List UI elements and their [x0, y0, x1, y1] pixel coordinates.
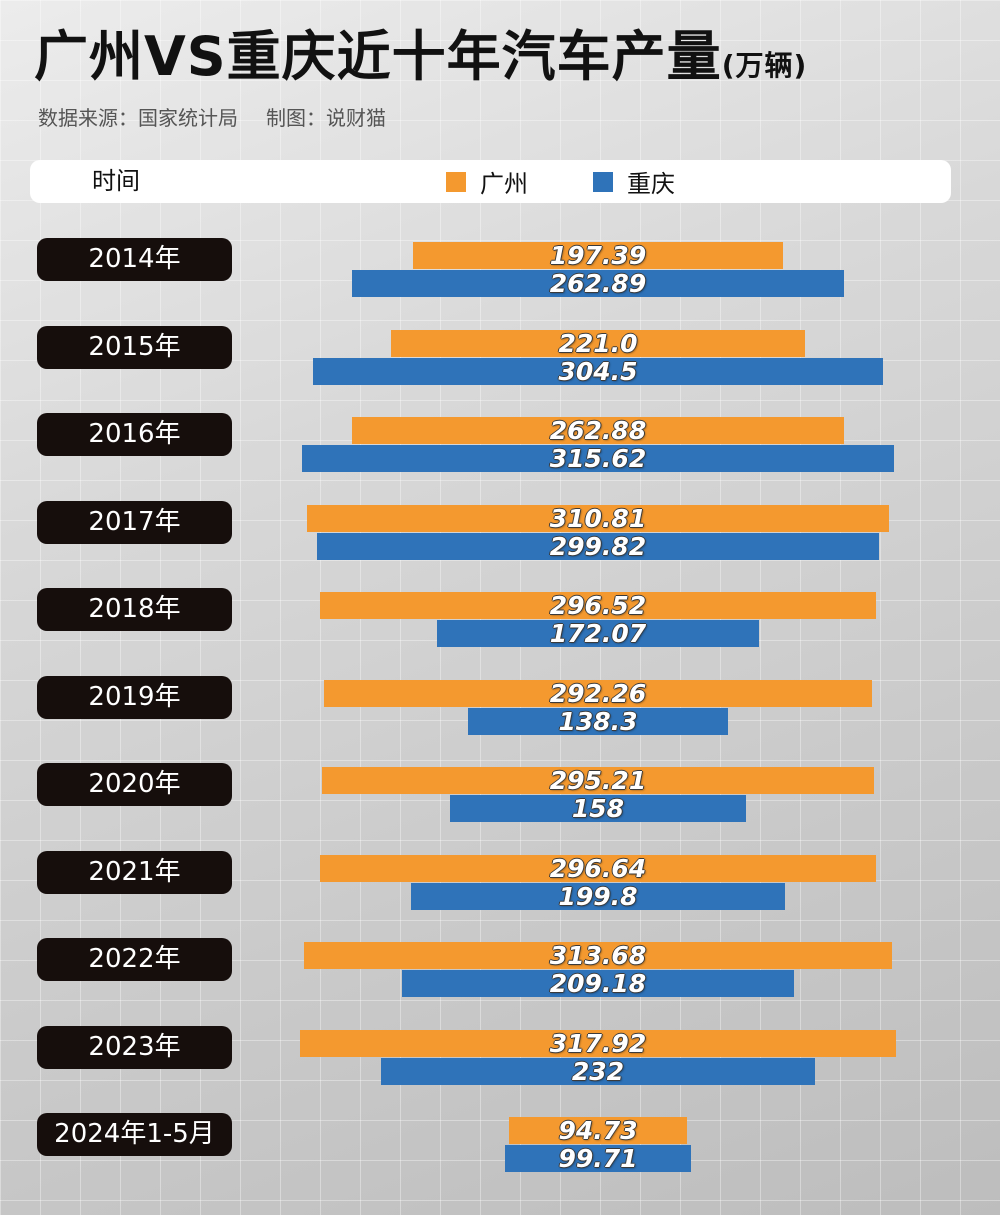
- data-label: 94.73: [558, 1116, 638, 1145]
- chart-subtitle: 数据来源：国家统计局 制图：说财猫: [38, 102, 386, 131]
- bar-chongqing: 315.62: [302, 444, 894, 473]
- data-label: 296.64: [549, 854, 647, 883]
- data-label: 262.88: [549, 416, 647, 445]
- chart-title: 广州VS重庆近十年汽车产量(万辆): [34, 22, 807, 101]
- bar-chongqing: 232: [380, 1057, 816, 1086]
- year-label: 2014年: [37, 238, 232, 281]
- bar-guangzhou: 310.81: [306, 504, 890, 533]
- bar-chongqing: 209.18: [402, 970, 794, 997]
- data-label: 221.0: [558, 329, 638, 358]
- year-label: 2019年: [37, 676, 232, 719]
- bar-chongqing: 138.3: [468, 707, 728, 736]
- data-label: 199.8: [558, 882, 638, 911]
- bar-chongqing: 262.89: [351, 269, 845, 298]
- chart-credit: 制图：说财猫: [266, 106, 386, 130]
- data-label: 310.81: [549, 504, 647, 533]
- data-label: 315.62: [549, 444, 647, 473]
- chart-title-text: 广州VS重庆近十年汽车产量: [34, 25, 722, 88]
- bar-chongqing: 299.82: [317, 533, 879, 560]
- data-label: 299.82: [549, 532, 647, 561]
- bar-chongqing: 99.71: [504, 1144, 692, 1173]
- legend-label-chongqing: 重庆: [627, 170, 675, 198]
- data-label: 292.26: [549, 679, 647, 708]
- bar-guangzhou: 94.73: [509, 1116, 687, 1145]
- bar-guangzhou: 197.39: [413, 242, 783, 269]
- data-label: 138.3: [558, 707, 638, 736]
- bar-chongqing: 172.07: [436, 619, 760, 648]
- bar-guangzhou: 296.64: [320, 855, 876, 882]
- bar-guangzhou: 292.26: [324, 679, 872, 708]
- year-label: 2016年: [37, 413, 232, 456]
- year-label: 2022年: [37, 938, 232, 981]
- data-label: 197.39: [549, 241, 647, 270]
- data-label: 262.89: [549, 269, 647, 298]
- bar-guangzhou: 313.68: [304, 942, 892, 969]
- time-column-label: 时间: [92, 167, 140, 195]
- data-label: 209.18: [549, 969, 647, 998]
- data-label: 232: [571, 1057, 625, 1086]
- year-label: 2021年: [37, 851, 232, 894]
- data-label: 304.5: [558, 357, 638, 386]
- year-label: 2015年: [37, 326, 232, 369]
- data-source: 数据来源：国家统计局: [38, 106, 238, 130]
- bar-chongqing: 158: [450, 795, 746, 822]
- legend-label-guangzhou: 广州: [480, 170, 528, 198]
- data-label: 296.52: [549, 591, 647, 620]
- data-label: 295.21: [549, 766, 647, 795]
- data-label: 317.92: [549, 1029, 647, 1058]
- legend-swatch-guangzhou: [446, 171, 466, 192]
- data-label: 313.68: [549, 941, 647, 970]
- data-label: 158: [571, 794, 625, 823]
- legend-item-chongqing: 重庆: [593, 160, 675, 203]
- data-label: 99.71: [558, 1144, 638, 1173]
- legend-header: 时间 广州 重庆: [30, 160, 951, 203]
- bar-guangzhou: 262.88: [351, 416, 845, 445]
- bar-guangzhou: 221.0: [391, 330, 805, 357]
- chart-title-unit: (万辆): [721, 49, 808, 82]
- year-label: 2023年: [37, 1026, 232, 1069]
- data-label: 172.07: [549, 619, 647, 648]
- bar-guangzhou: 295.21: [321, 766, 875, 795]
- bar-guangzhou: 296.52: [320, 591, 876, 620]
- year-label: 2020年: [37, 763, 232, 806]
- year-label: 2017年: [37, 501, 232, 544]
- year-label: 2024年1-5月: [37, 1113, 232, 1156]
- legend-item-guangzhou: 广州: [446, 160, 528, 203]
- bar-guangzhou: 317.92: [300, 1029, 896, 1058]
- year-label: 2018年: [37, 588, 232, 631]
- legend-swatch-chongqing: [593, 171, 613, 192]
- bar-chongqing: 199.8: [410, 882, 786, 911]
- bar-chongqing: 304.5: [312, 357, 884, 386]
